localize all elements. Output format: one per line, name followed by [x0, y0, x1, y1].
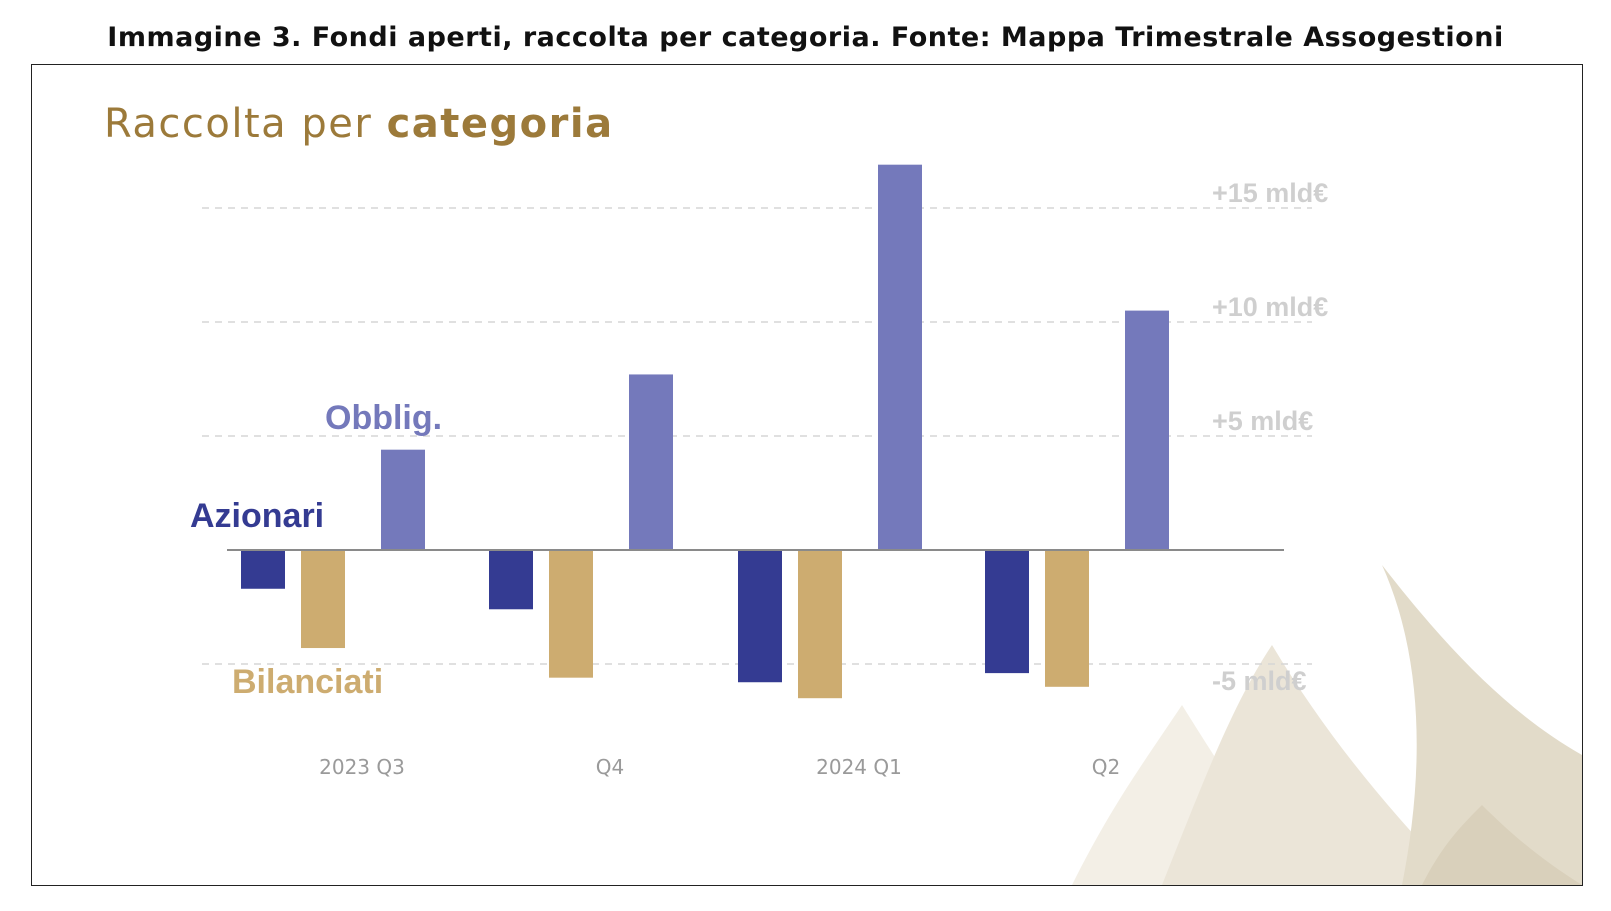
x-category-label: Q2	[1091, 755, 1121, 779]
bar-azionari-1	[489, 550, 533, 610]
chart-title-regular: Raccolta per	[104, 101, 373, 147]
y-tick-label: +10 mld€	[1212, 292, 1329, 322]
y-tick-label: +5 mld€	[1212, 406, 1314, 436]
y-tick-label: +15 mld€	[1212, 178, 1329, 208]
bar-azionari-0	[241, 550, 285, 589]
bar-obblig-2	[878, 164, 922, 550]
bar-azionari-3	[985, 550, 1029, 674]
decorative-background-shapes	[1072, 565, 1582, 885]
bar-chart	[202, 164, 1582, 885]
legend-azionari: Azionari	[190, 497, 325, 535]
legend-bilanciati: Bilanciati	[232, 663, 384, 701]
bar-bilanciati-3	[1045, 550, 1089, 687]
bar-obblig-1	[629, 374, 673, 550]
chart-title-bold: categoria	[386, 101, 614, 147]
x-category-label: Q4	[595, 755, 625, 779]
bar-obblig-0	[381, 449, 425, 550]
bar-bilanciati-0	[301, 550, 345, 649]
bar-obblig-3	[1125, 310, 1169, 550]
x-category-label: 2023 Q3	[319, 755, 405, 779]
bar-bilanciati-1	[549, 550, 593, 678]
chart-frame: Raccolta per categoria Azionari Bilancia…	[31, 64, 1583, 886]
x-category-label: 2024 Q1	[816, 755, 902, 779]
legend-obblig: Obblig.	[325, 399, 443, 437]
bar-bilanciati-2	[798, 550, 842, 699]
y-tick-label: -5 mld€	[1212, 666, 1307, 696]
figure-caption: Immagine 3. Fondi aperti, raccolta per c…	[107, 22, 1504, 53]
chart-title: Raccolta per categoria	[104, 101, 614, 147]
bar-azionari-2	[738, 550, 782, 683]
